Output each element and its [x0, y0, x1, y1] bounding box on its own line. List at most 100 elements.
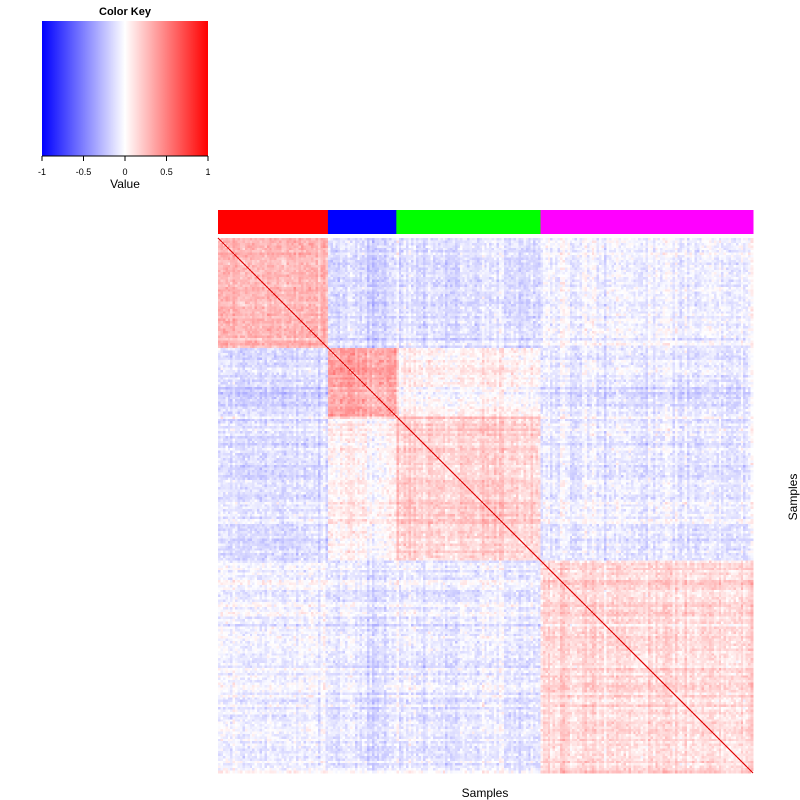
heatmap-cell — [409, 245, 412, 248]
heatmap-cell — [702, 243, 705, 246]
heatmap-cell — [577, 240, 580, 243]
heatmap-cell — [562, 243, 565, 246]
heatmap-cell — [377, 238, 380, 241]
heatmap-cell — [431, 238, 434, 241]
heatmap-cell — [313, 238, 316, 241]
heatmap-cell — [743, 243, 746, 246]
heatmap-cell — [545, 240, 548, 243]
heatmap-cell — [377, 243, 380, 246]
heatmap-cell — [362, 240, 365, 243]
heatmap-cell — [426, 240, 429, 243]
heatmap-cell — [238, 243, 241, 246]
heatmap-cell — [538, 243, 541, 246]
heatmap-cell — [448, 238, 451, 241]
heatmap-cell — [558, 243, 561, 246]
heatmap-cell — [228, 243, 231, 246]
heatmap-cell — [584, 240, 587, 243]
group-bar-group-3 — [396, 210, 541, 234]
heatmap-cell — [448, 240, 451, 243]
heatmap-cell — [250, 238, 253, 241]
heatmap-cell — [494, 245, 497, 248]
color-key-ticks: -1 -0.5 0 0.5 1 — [38, 156, 211, 177]
heatmap-cell — [291, 238, 294, 241]
heatmap-cell — [709, 238, 712, 241]
heatmap-cell — [347, 243, 350, 246]
heatmap-cell — [687, 243, 690, 246]
heatmap-cell — [577, 243, 580, 246]
heatmap-cell — [372, 245, 375, 248]
heatmap-cell — [282, 245, 285, 248]
heatmap-cell — [472, 238, 475, 241]
heatmap-cell — [699, 243, 702, 246]
heatmap-cell — [296, 243, 299, 246]
heatmap-cell — [460, 240, 463, 243]
heatmap-cell — [482, 238, 485, 241]
heatmap-cell — [616, 243, 619, 246]
heatmap-cell — [719, 240, 722, 243]
heatmap-cell — [670, 240, 673, 243]
heatmap-cell — [282, 243, 285, 246]
heatmap-cell — [338, 240, 341, 243]
heatmap-cell — [450, 240, 453, 243]
heatmap-cell — [707, 238, 710, 241]
heatmap-cell — [247, 238, 250, 241]
heatmap-cell — [533, 240, 536, 243]
heatmap-cell — [284, 243, 287, 246]
heatmap-cell — [240, 238, 243, 241]
heatmap-cell — [475, 245, 478, 248]
heatmap-cell — [628, 240, 631, 243]
heatmap-cell — [536, 240, 539, 243]
heatmap-cell — [218, 245, 221, 248]
heatmap-cell — [665, 240, 668, 243]
heatmap-cell — [548, 238, 551, 241]
heatmap-cell — [687, 238, 690, 241]
heatmap-cell — [338, 245, 341, 248]
heatmap-cell — [550, 238, 553, 241]
heatmap-cell — [616, 240, 619, 243]
heatmap-cell — [589, 240, 592, 243]
heatmap-cell — [406, 243, 409, 246]
heatmap-cell — [604, 240, 607, 243]
heatmap-cell — [689, 243, 692, 246]
heatmap-cell — [682, 240, 685, 243]
heatmap-cell — [492, 243, 495, 246]
heatmap-cell — [235, 238, 238, 241]
heatmap-cell — [274, 240, 277, 243]
heatmap-cell — [680, 243, 683, 246]
heatmap-cell — [538, 238, 541, 241]
heatmap-cell — [230, 240, 233, 243]
heatmap-cell — [406, 245, 409, 248]
heatmap-cell — [492, 240, 495, 243]
heatmap-cell — [477, 243, 480, 246]
heatmap-cell — [641, 238, 644, 241]
heatmap-cell — [301, 245, 304, 248]
heatmap-cell — [518, 238, 521, 241]
heatmap-cell — [347, 238, 350, 241]
heatmap-cell — [369, 245, 372, 248]
heatmap-cell — [440, 245, 443, 248]
heatmap-cell — [238, 245, 241, 248]
heatmap-cell — [531, 243, 534, 246]
heatmap-cell — [633, 240, 636, 243]
heatmap-cell — [606, 238, 609, 241]
heatmap-cell — [687, 240, 690, 243]
heatmap-cell — [299, 245, 302, 248]
heatmap-cell — [665, 238, 668, 241]
heatmap-cell — [413, 238, 416, 241]
heatmap-cell — [279, 245, 282, 248]
heatmap-cell — [614, 243, 617, 246]
heatmap-cell — [496, 243, 499, 246]
heatmap-cell — [413, 245, 416, 248]
heatmap-cell — [729, 243, 732, 246]
heatmap-cell — [274, 245, 277, 248]
heatmap-cell — [658, 238, 661, 241]
heatmap-cell — [738, 238, 741, 241]
heatmap-cell — [413, 243, 416, 246]
heatmap-cell — [233, 243, 236, 246]
heatmap-cell — [394, 240, 397, 243]
heatmap-cell — [462, 243, 465, 246]
heatmap-cell — [489, 245, 492, 248]
heatmap-cell — [707, 243, 710, 246]
heatmap-cell — [350, 245, 353, 248]
heatmap-cell — [296, 238, 299, 241]
